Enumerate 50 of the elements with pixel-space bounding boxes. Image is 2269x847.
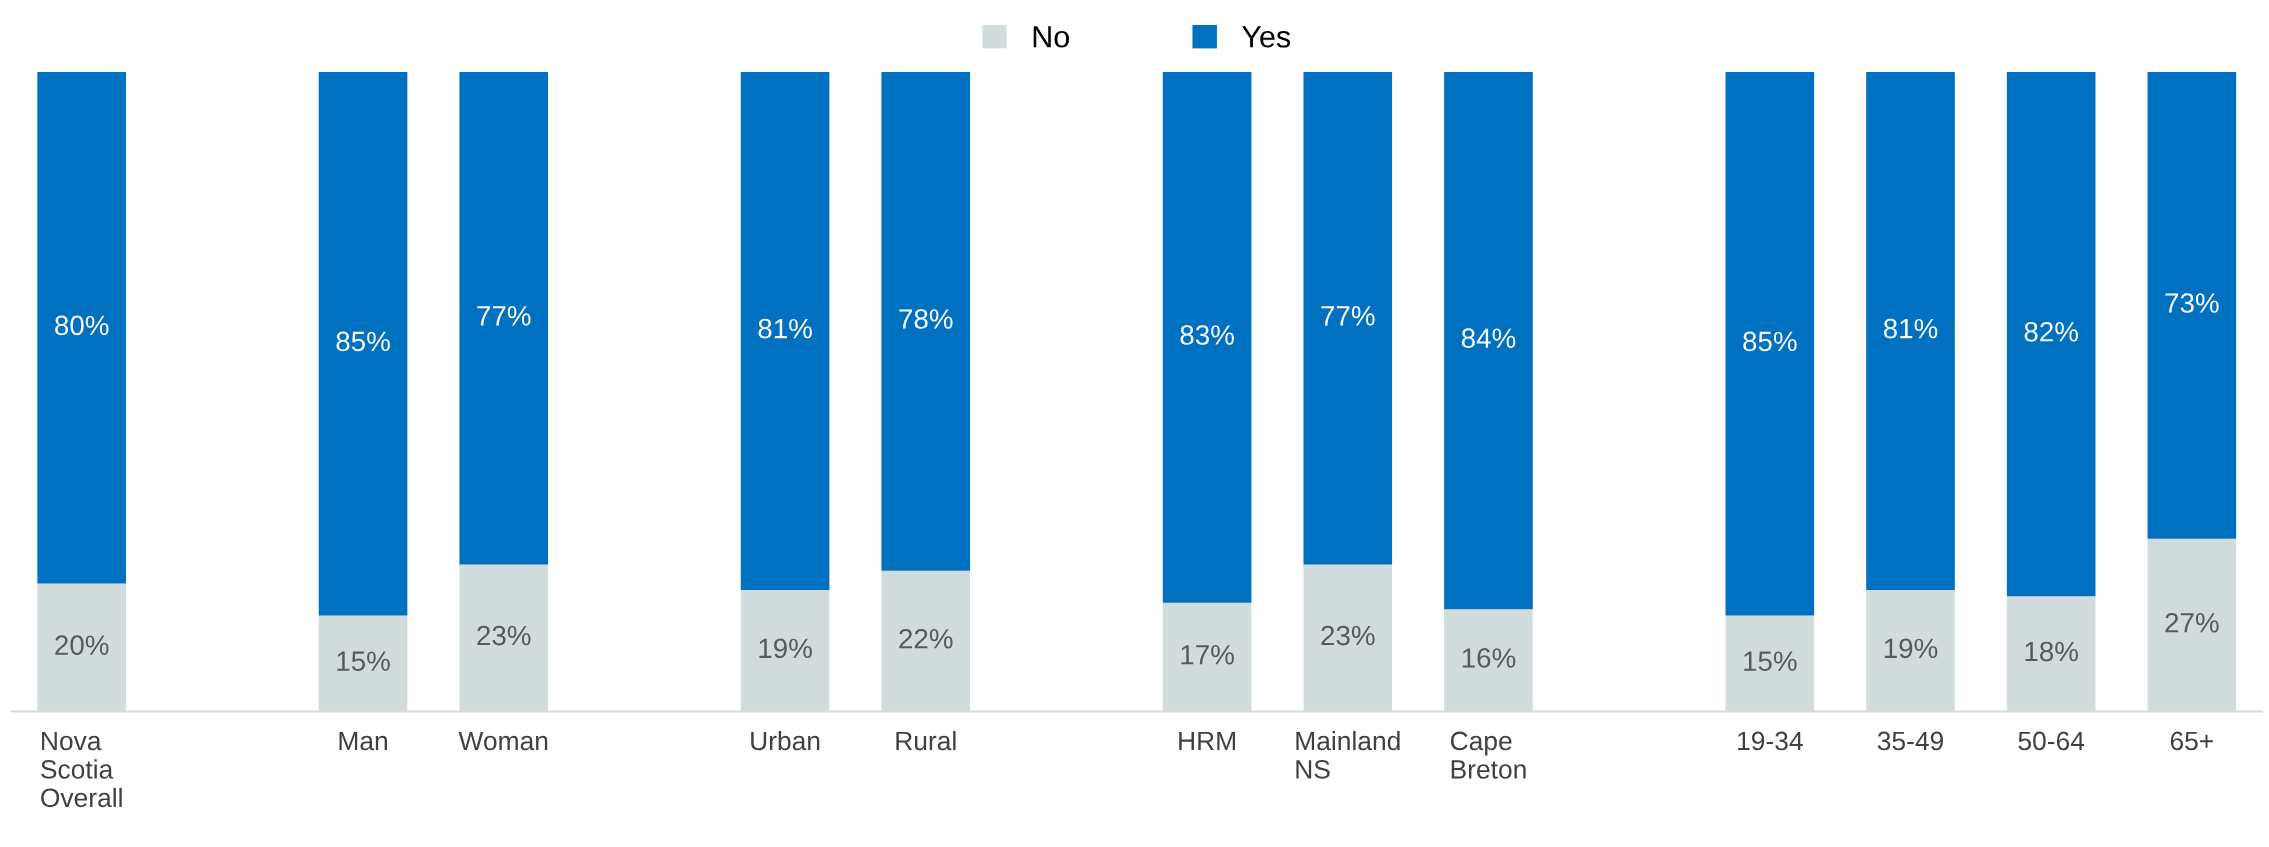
data-label: 23% [1321, 625, 1375, 646]
x-tick-label: 65+ [2170, 731, 2213, 751]
x-tick-label: Rural [896, 730, 956, 751]
data-label: 18% [2025, 641, 2078, 662]
x-tick-label: HRM [1179, 731, 1235, 751]
bar [881, 71, 971, 571]
data-label: 81% [758, 318, 812, 339]
data-label: 81% [1883, 318, 1938, 339]
data-label: 84% [1461, 328, 1516, 349]
data-label: 15% [337, 651, 390, 671]
x-tick-label: 50-64 [2018, 731, 2085, 751]
x-tick-label: Urban [751, 730, 820, 751]
data-label: 80% [55, 315, 109, 336]
data-label: 20% [55, 635, 109, 655]
data-label: 85% [336, 331, 390, 352]
bar [459, 71, 549, 565]
data-label: 73% [2165, 293, 2219, 313]
data-label: 27% [2165, 612, 2219, 633]
x-tick-label: Nova Scotia Overall [41, 731, 122, 808]
data-label: 17% [1181, 645, 1234, 665]
data-label: 77% [1321, 306, 1375, 326]
bar [2147, 71, 2237, 539]
data-label: 19% [759, 638, 812, 659]
legend-label: Yes [1242, 26, 1291, 48]
x-tick-label: Man [339, 731, 387, 751]
bar [37, 71, 126, 584]
bar [1725, 71, 1815, 616]
bar [1444, 71, 1533, 610]
data-label: 15% [1744, 651, 1797, 671]
legend-label: No [1033, 26, 1069, 48]
x-tick-label: 35-49 [1877, 731, 1943, 751]
x-tick-label: Mainland NS [1296, 730, 1400, 779]
data-label: 83% [1180, 325, 1234, 345]
bar [1866, 71, 1955, 590]
data-label: 19% [1884, 638, 1938, 659]
bar [1162, 71, 1252, 603]
bar [740, 71, 830, 590]
data-label: 16% [1462, 648, 1516, 668]
bar [2006, 71, 2096, 597]
data-label: 78% [899, 309, 953, 329]
x-tick-label: Woman [458, 731, 548, 751]
bar [318, 71, 408, 616]
data-label: 82% [2024, 321, 2078, 342]
x-tick-label: Cape Breton [1450, 731, 1526, 779]
data-label: 85% [1743, 331, 1797, 352]
data-label: 77% [477, 306, 531, 326]
data-label: 23% [477, 625, 531, 646]
data-label: 22% [899, 628, 953, 649]
bar [1303, 71, 1393, 565]
x-tick-label: 19-34 [1738, 731, 1803, 751]
